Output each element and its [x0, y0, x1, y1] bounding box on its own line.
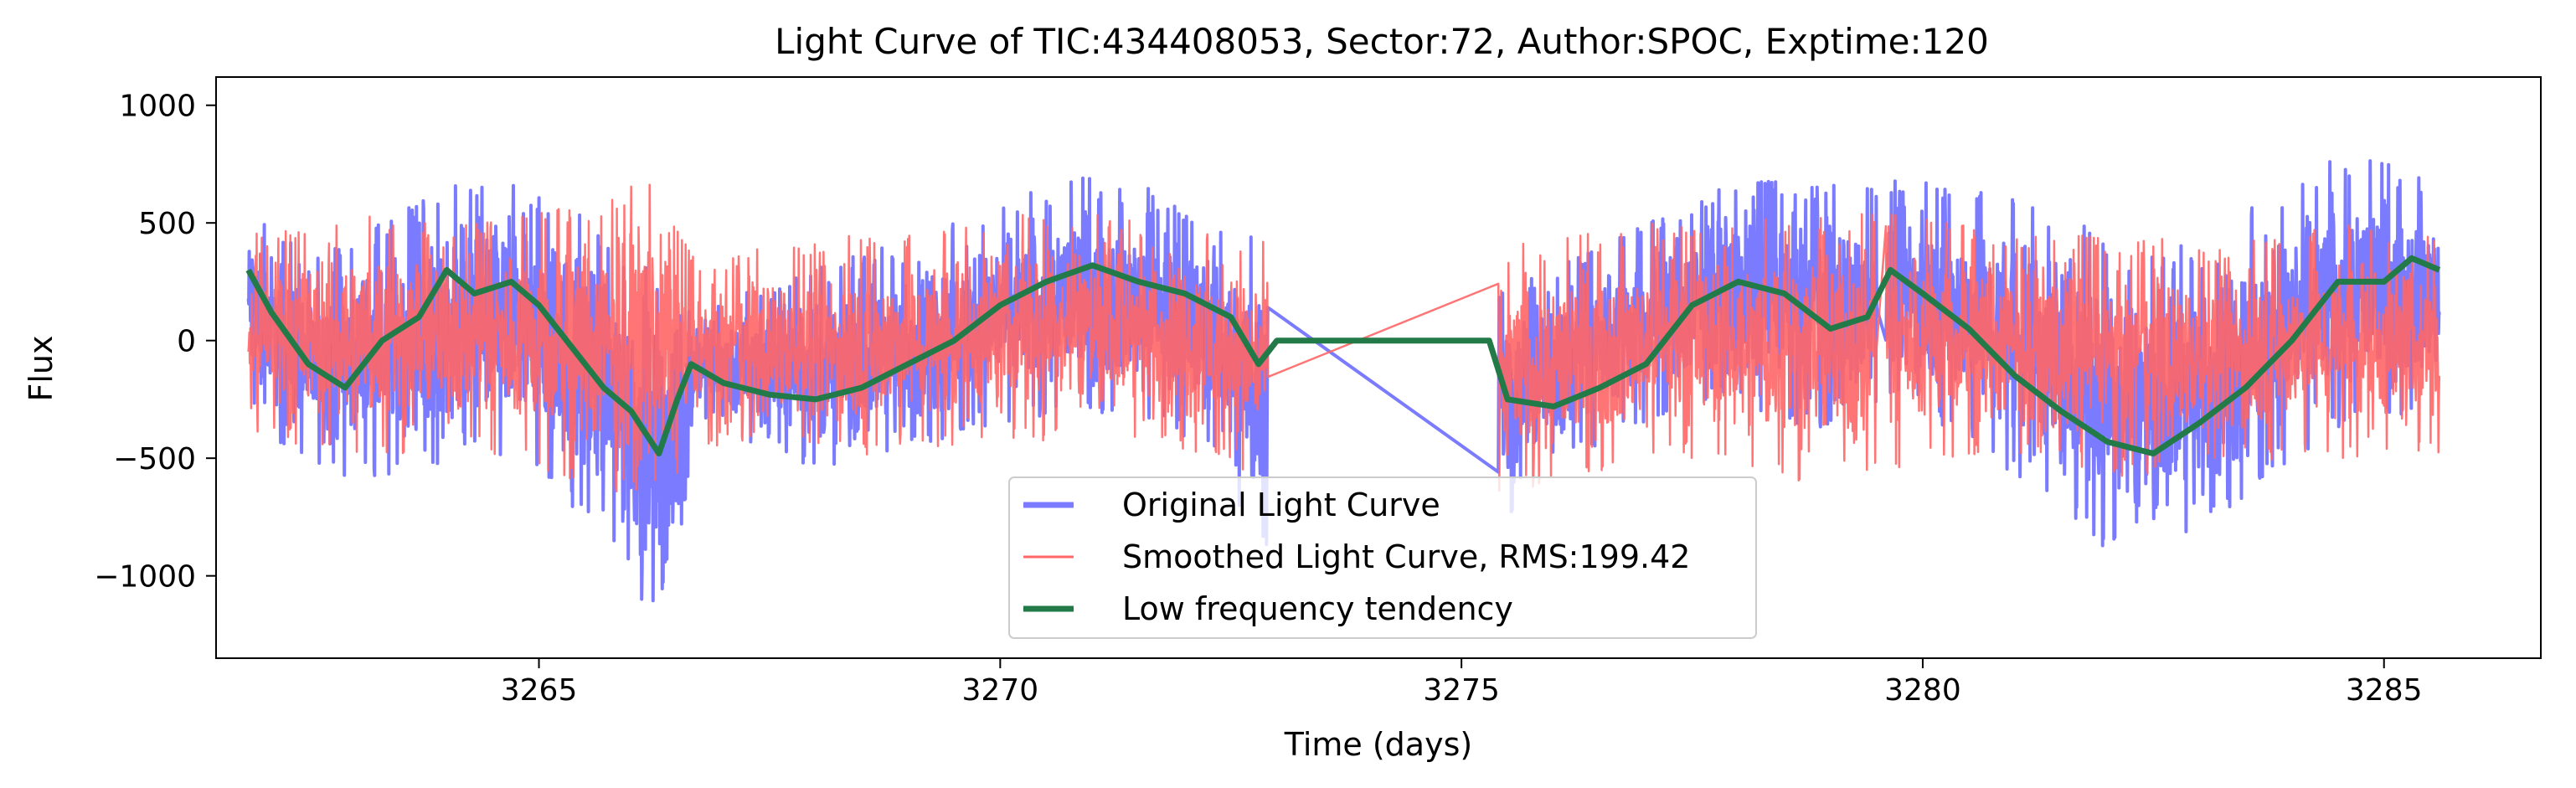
axes-frame: [215, 76, 2542, 659]
x-axis-label: Time (days): [1284, 726, 1472, 763]
plot-area: [245, 159, 2441, 603]
y-axis: −1000 −500 0 500 1000: [94, 90, 216, 595]
x-tick-label: 3270: [962, 673, 1039, 708]
x-axis: 3265 3270 3275 3280 3285: [501, 658, 2423, 708]
chart-title: Light Curve of TIC:434408053, Sector:72,…: [775, 21, 1989, 62]
legend-label-smoothed: Smoothed Light Curve, RMS:199.42: [1122, 538, 1690, 575]
y-axis-label: Flux: [23, 336, 59, 402]
x-tick-label: 3275: [1423, 673, 1500, 708]
y-tick-label: −500: [113, 442, 196, 476]
legend: Original Light Curve Smoothed Light Curv…: [1008, 476, 1757, 639]
x-tick-label: 3280: [1884, 673, 1961, 708]
y-tick-label: 500: [138, 207, 196, 241]
x-tick-label: 3265: [501, 673, 578, 708]
y-tick-label: 0: [177, 325, 196, 359]
y-tick-label: 1000: [119, 90, 196, 124]
legend-label-tendency: Low frequency tendency: [1122, 590, 1513, 627]
series-tendency-line: [245, 255, 2441, 457]
x-tick-label: 3285: [2346, 673, 2423, 708]
y-tick-label: −1000: [94, 560, 196, 595]
legend-label-original: Original Light Curve: [1122, 487, 1440, 523]
legend-box: [1008, 476, 1757, 639]
